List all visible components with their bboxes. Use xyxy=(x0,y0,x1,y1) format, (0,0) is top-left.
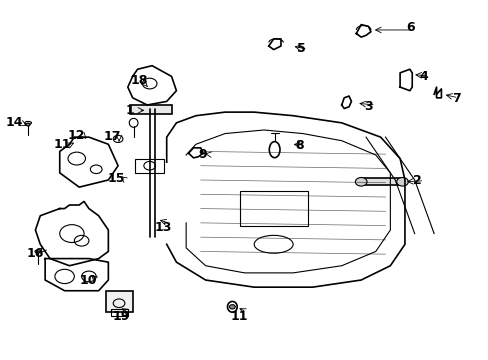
Text: 1: 1 xyxy=(125,104,134,117)
Text: 4: 4 xyxy=(418,70,427,83)
Text: 6: 6 xyxy=(406,21,414,34)
Text: 12: 12 xyxy=(68,129,85,142)
Text: 10: 10 xyxy=(79,274,97,287)
Text: 16: 16 xyxy=(27,247,44,260)
Text: 18: 18 xyxy=(130,74,147,87)
Circle shape xyxy=(26,123,30,126)
Text: 9: 9 xyxy=(198,148,206,161)
Text: 5: 5 xyxy=(297,42,305,55)
Text: 13: 13 xyxy=(154,221,172,234)
Text: 15: 15 xyxy=(107,172,124,185)
Bar xyxy=(130,105,171,114)
Bar xyxy=(239,191,307,226)
Text: 14: 14 xyxy=(6,116,23,129)
Circle shape xyxy=(396,177,407,186)
Text: 17: 17 xyxy=(103,130,121,143)
Text: 11: 11 xyxy=(230,310,248,323)
Text: 11: 11 xyxy=(53,139,71,152)
Text: 2: 2 xyxy=(412,174,421,186)
Bar xyxy=(111,309,127,316)
Text: 19: 19 xyxy=(113,310,130,323)
Text: 3: 3 xyxy=(364,100,372,113)
Bar xyxy=(361,178,402,185)
Text: 7: 7 xyxy=(451,93,459,105)
Text: 8: 8 xyxy=(295,139,304,152)
Circle shape xyxy=(355,177,366,186)
Ellipse shape xyxy=(35,250,41,253)
Ellipse shape xyxy=(25,121,31,124)
Bar xyxy=(135,158,164,173)
Bar xyxy=(106,291,132,312)
Circle shape xyxy=(229,305,235,309)
